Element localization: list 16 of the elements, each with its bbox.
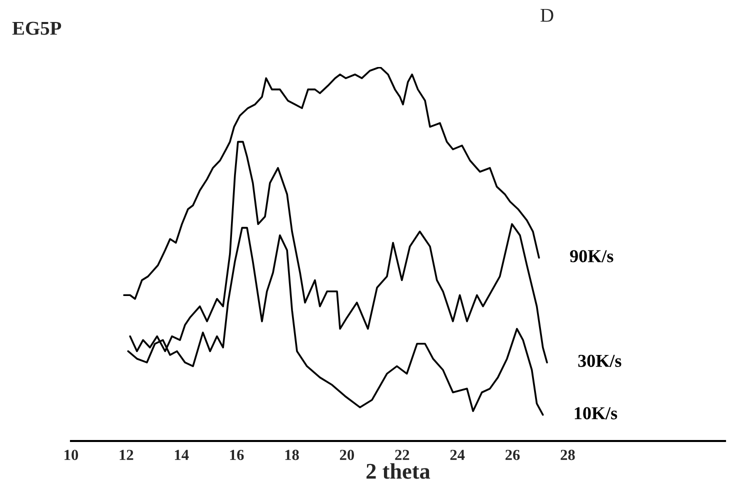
x-tick-label: 12 xyxy=(120,450,134,460)
x-tick-label: 14 xyxy=(174,450,189,460)
chart-title: EG5P xyxy=(12,22,62,35)
x-tick-label: 10 xyxy=(64,450,78,460)
x-tick-label: 28 xyxy=(560,450,575,460)
x-tick-label: 26 xyxy=(506,450,520,460)
text: D xyxy=(540,8,554,22)
x-tick-label: 24 xyxy=(450,450,465,460)
series-label: 10K/s xyxy=(574,407,618,420)
x-axis-title: 2 theta xyxy=(366,463,430,479)
x-tick-label: 22 xyxy=(395,450,410,460)
series-label: 30K/s xyxy=(578,354,622,367)
x-tick-label: 16 xyxy=(230,450,244,460)
x-tick-label: 20 xyxy=(340,450,354,460)
x-tick-label: 18 xyxy=(285,450,299,460)
series-label: 90K/s xyxy=(570,250,614,262)
